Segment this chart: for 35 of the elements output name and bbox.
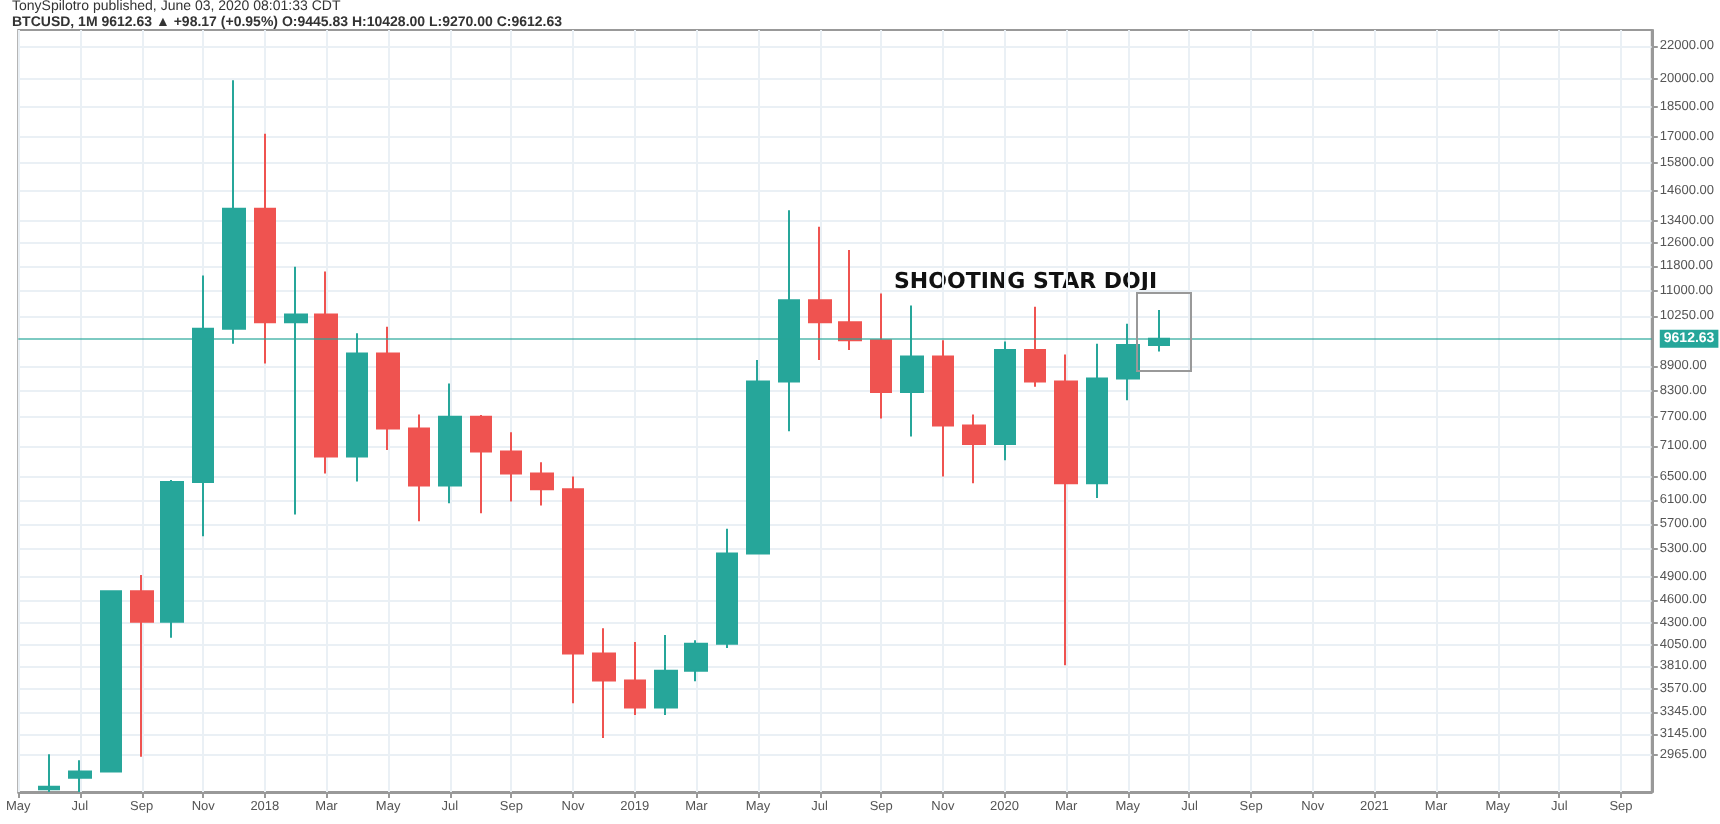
candlestick xyxy=(346,332,368,483)
candlestick xyxy=(438,382,462,505)
candlestick xyxy=(716,527,738,650)
candlestick xyxy=(254,132,276,365)
candlestick xyxy=(314,270,338,475)
candlestick xyxy=(1148,308,1170,353)
candlestick xyxy=(808,225,832,362)
candlestick xyxy=(962,413,986,485)
candlestick xyxy=(470,413,492,515)
candlestick xyxy=(376,325,400,451)
candlestick xyxy=(68,759,92,793)
candlestick xyxy=(160,478,184,639)
candlestick xyxy=(746,359,770,555)
candlestick xyxy=(900,304,924,438)
candlestick xyxy=(500,431,522,503)
candlestick xyxy=(1086,342,1108,499)
candlestick xyxy=(870,292,892,420)
candlestick xyxy=(130,573,154,758)
candlestick xyxy=(1116,322,1140,402)
candlestick xyxy=(38,753,60,791)
candlestick xyxy=(838,249,862,352)
candlestick xyxy=(778,209,800,433)
candlestick xyxy=(654,634,678,716)
candlestick xyxy=(624,640,646,716)
candlestick xyxy=(684,639,708,683)
candlestick xyxy=(932,339,954,478)
candlestick xyxy=(284,265,308,516)
candlestick xyxy=(1024,305,1046,388)
candlestick xyxy=(592,627,616,740)
candlestick xyxy=(994,340,1016,462)
candlestick xyxy=(222,79,246,345)
candlestick xyxy=(408,413,430,523)
candlestick xyxy=(100,589,122,773)
candlestick xyxy=(562,475,584,705)
candlestick xyxy=(530,461,554,507)
